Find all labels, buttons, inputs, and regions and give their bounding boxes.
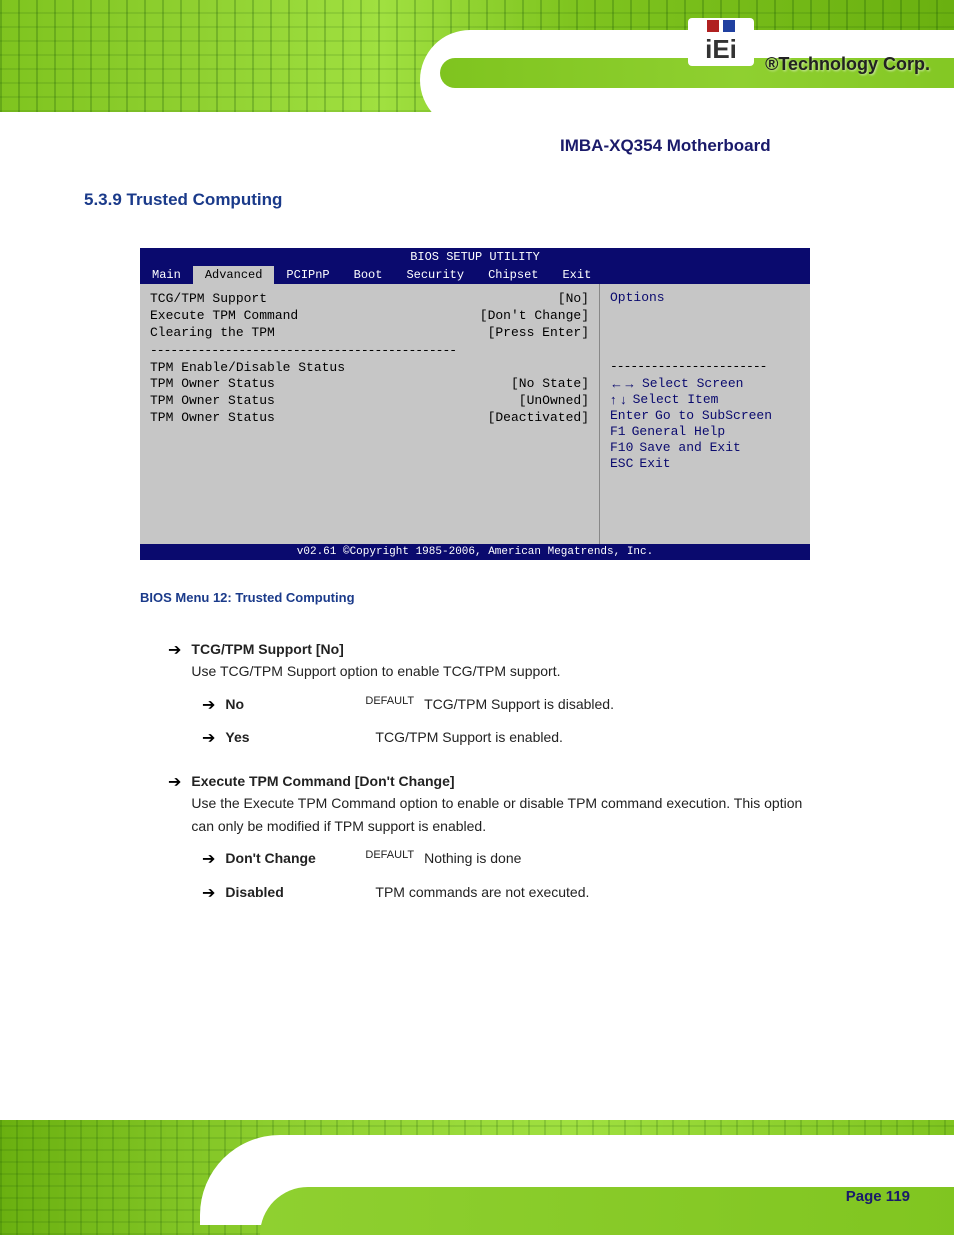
bios-footer: v02.61 ©Copyright 1985-2006, American Me… [140,544,810,560]
arrow-right-icon: ➔ [168,638,181,683]
nav-select-screen: ←→ Select Screen [610,376,800,391]
registered-mark: ® [765,54,778,74]
nav-key: ESC [610,456,633,471]
sub-bullet-dontchange: ➔ Don't Change DEFAULT Nothing is done [202,847,808,873]
nav-text: Save and Exit [639,440,740,455]
nav-f1: F1 General Help [610,424,800,439]
sub-label: Yes [225,729,249,745]
left-right-arrow-icon: ←→ [610,376,636,391]
status-label: TPM Owner Status [150,376,275,391]
default-tag: DEFAULT [365,693,414,719]
tab-boot[interactable]: Boot [342,266,395,284]
bios-label: Clearing the TPM [150,325,275,340]
arrow-right-icon: ➔ [202,726,215,752]
help-hint: Options [610,290,800,305]
bios-value: [Press Enter] [488,325,589,340]
bullet-execute-tpm: ➔ Execute TPM Command [Don't Change] Use… [168,770,808,837]
figure-caption: BIOS Menu 12: Trusted Computing [140,590,355,605]
nav-f10: F10 Save and Exit [610,440,800,455]
sub-label: Disabled [225,884,283,900]
bios-label: TCG/TPM Support [150,291,267,306]
logo-square-red [707,20,719,32]
page-number: Page 119 [846,1188,910,1205]
sub-label: Don't Change [225,850,315,866]
bios-row-clear[interactable]: Clearing the TPM [Press Enter] [150,324,589,341]
bios-title: BIOS SETUP UTILITY [140,248,810,266]
tab-advanced[interactable]: Advanced [193,266,275,284]
bullet-tcg-support: ➔ TCG/TPM Support [No] Use TCG/TPM Suppo… [168,638,808,683]
brand-tagline: ®Technology Corp. [765,54,930,75]
tab-pcipnp[interactable]: PCIPnP [274,266,341,284]
logo-text: iEi [705,34,737,65]
bios-body: TCG/TPM Support [No] Execute TPM Command… [140,284,810,544]
sub-bullet-yes: ➔ Yes TCG/TPM Support is enabled. [202,726,808,752]
bullet-body: Use the Execute TPM Command option to en… [191,792,808,837]
bios-window: BIOS SETUP UTILITY Main Advanced PCIPnP … [140,248,810,560]
status-row-3: TPM Owner Status [Deactivated] [150,409,589,426]
status-value: [Deactivated] [488,410,589,425]
sub-body: TCG/TPM Support is enabled. [375,726,563,752]
tab-main[interactable]: Main [140,266,193,284]
nav-esc: ESC Exit [610,456,800,471]
section-heading: 5.3.9 Trusted Computing [84,190,282,210]
nav-select-item: ↑ ↓ Select Item [610,392,800,407]
bios-label: Execute TPM Command [150,308,298,323]
default-tag: DEFAULT [365,847,414,873]
arrow-right-icon: ➔ [202,693,215,719]
divider: ----------------------------------------… [150,343,589,358]
doc-content: ➔ TCG/TPM Support [No] Use TCG/TPM Suppo… [168,628,808,914]
nav-text: General Help [632,424,726,439]
nav-enter: Enter Go to SubScreen [610,408,800,423]
status-row-1: TPM Owner Status [No State] [150,375,589,392]
arrow-right-icon: ➔ [168,770,181,837]
bios-value: [Don't Change] [480,308,589,323]
logo-square-blue [723,20,735,32]
nav-key: Enter [610,408,649,423]
bios-value: [No] [558,291,589,306]
status-label: TPM Owner Status [150,393,275,408]
product-title: IMBA-XQ354 Motherboard [560,136,771,156]
sub-bullet-no: ➔ No DEFAULT TCG/TPM Support is disabled… [202,693,808,719]
bios-row-exec[interactable]: Execute TPM Command [Don't Change] [150,307,589,324]
up-down-arrow-icon: ↑ ↓ [610,392,627,407]
arrow-right-icon: ➔ [202,847,215,873]
tab-chipset[interactable]: Chipset [476,266,550,284]
status-heading: TPM Enable/Disable Status [150,360,589,375]
bios-row-tcg[interactable]: TCG/TPM Support [No] [150,290,589,307]
bios-tab-bar: Main Advanced PCIPnP Boot Security Chips… [140,266,810,284]
sub-label: No [225,696,244,712]
arrow-right-icon: ➔ [202,881,215,907]
nav-text: Select Screen [642,376,743,391]
bullet-body: Use TCG/TPM Support option to enable TCG… [191,660,808,682]
tab-exit[interactable]: Exit [550,266,603,284]
sub-bullet-disabled: ➔ Disabled TPM commands are not executed… [202,881,808,907]
brand-logo: iEi [688,18,754,66]
sub-body: TCG/TPM Support is disabled. [424,693,614,719]
status-value: [UnOwned] [519,393,589,408]
bios-help-pane: Options ----------------------- ←→ Selec… [600,284,810,544]
status-value: [No State] [511,376,589,391]
status-row-2: TPM Owner Status [UnOwned] [150,392,589,409]
bios-left-pane: TCG/TPM Support [No] Execute TPM Command… [140,284,600,544]
brand-name: Technology Corp. [778,54,930,74]
nav-key: F10 [610,440,633,455]
bullet-label: TCG/TPM Support [No] [191,638,808,660]
sub-body: Nothing is done [424,847,521,873]
bullet-label: Execute TPM Command [Don't Change] [191,770,808,792]
nav-text: Exit [639,456,670,471]
nav-text: Go to SubScreen [655,408,772,423]
nav-text: Select Item [633,392,719,407]
help-divider: ----------------------- [610,359,800,374]
status-label: TPM Owner Status [150,410,275,425]
sub-body: TPM commands are not executed. [375,881,589,907]
nav-key: F1 [610,424,626,439]
tab-security[interactable]: Security [394,266,476,284]
